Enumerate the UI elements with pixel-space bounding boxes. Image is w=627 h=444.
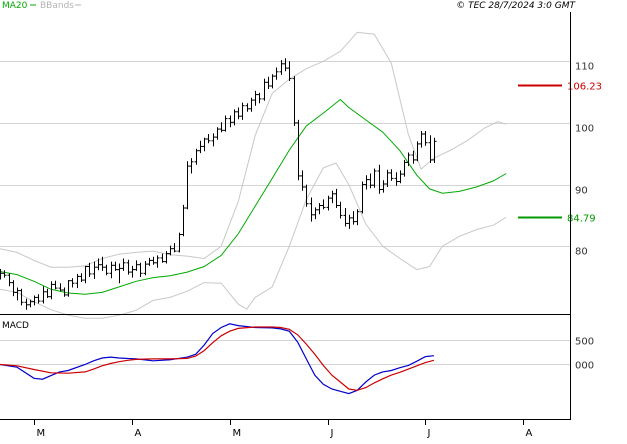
macd-line xyxy=(0,323,434,395)
chart-credit: © TEC 28/7/2024 3:0 GMT xyxy=(456,1,576,11)
price-tick-label-3: 80 xyxy=(575,247,588,258)
x-tick-label-5: A xyxy=(526,428,533,439)
price-series xyxy=(0,31,507,319)
price-ohlc-bars xyxy=(0,58,437,310)
macd-gridlines xyxy=(0,340,570,365)
bbands-lower-line xyxy=(0,162,507,319)
price-tick-label-1: 100 xyxy=(575,124,594,135)
legend-ma20: MA20 xyxy=(2,1,28,11)
x-tick-label-2: M xyxy=(233,428,242,439)
price-gridlines xyxy=(0,61,570,247)
level-label-0: 106.23 xyxy=(567,82,602,93)
signal-line xyxy=(0,326,435,391)
x-tick-label-3: J xyxy=(330,428,334,439)
x-tick-label-1: A xyxy=(135,428,142,439)
x-tick-label-0: M xyxy=(37,428,46,439)
price-tick-label-0: 110 xyxy=(575,62,594,73)
price-tick-label-2: 90 xyxy=(575,186,588,197)
macd-panel-title: MACD xyxy=(2,321,29,331)
price-levels: 106.23 84.79 xyxy=(518,82,602,225)
price-y-ticks: 110 100 90 80 xyxy=(575,62,594,258)
x-tick-label-4: J xyxy=(427,428,431,439)
macd-y-ticks: 500 000 xyxy=(575,337,594,372)
ma20-line xyxy=(0,98,507,295)
level-label-1: 84.79 xyxy=(567,214,596,225)
macd-series xyxy=(0,323,435,395)
legend-bbands: BBands xyxy=(40,1,74,11)
macd-tick-label-0: 500 xyxy=(575,337,594,348)
macd-tick-label-1: 000 xyxy=(575,361,594,372)
